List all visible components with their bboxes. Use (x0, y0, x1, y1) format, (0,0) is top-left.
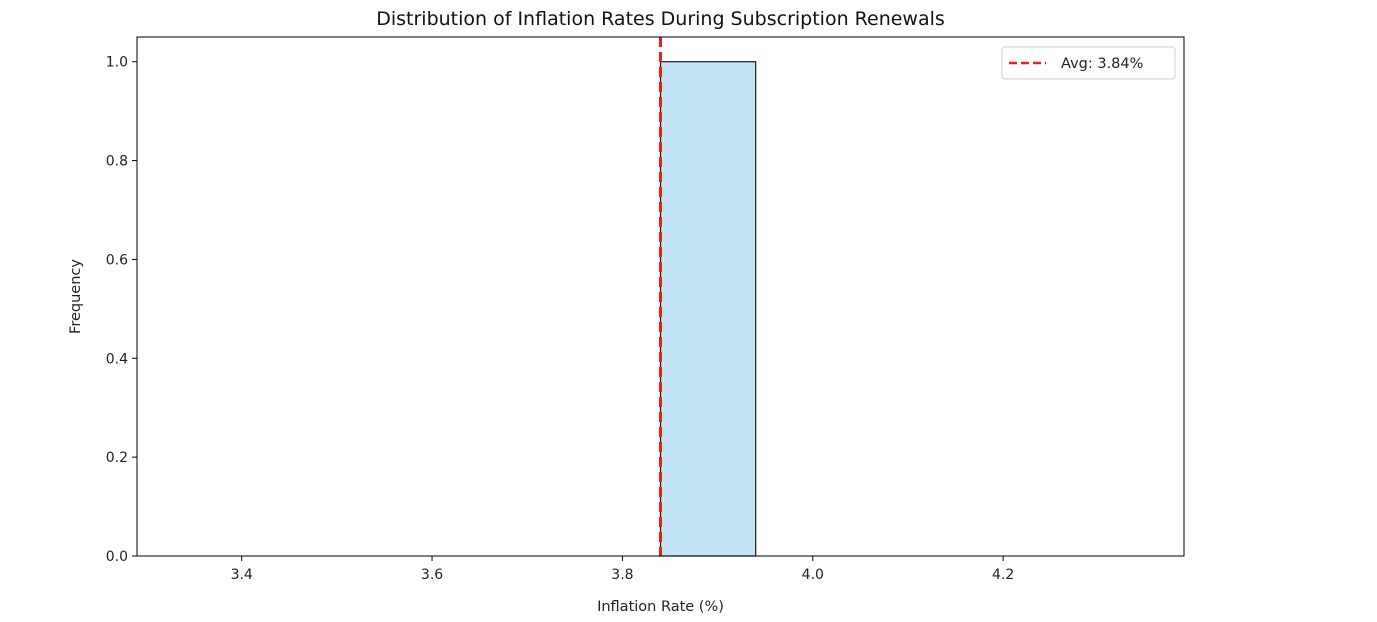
y-tick-label: 0.8 (106, 154, 128, 170)
plot-area-frame (136, 36, 1185, 557)
x-tick-label: 3.4 (231, 567, 253, 583)
y-tick-label: 0.0 (106, 549, 128, 565)
y-axis-label: Frequency (68, 259, 84, 334)
bars-layer (659, 61, 757, 557)
x-axis-ticks: 3.4 3.6 3.8 4.0 4.2 (231, 556, 1014, 583)
chart-title: Distribution of Inflation Rates During S… (376, 8, 945, 30)
y-axis-ticks: 0.0 0.2 0.4 0.6 0.8 1.0 (106, 55, 137, 565)
x-tick-label: 4.0 (802, 567, 824, 583)
legend: Avg: 3.84% (1001, 46, 1176, 80)
legend-box (1001, 46, 1176, 80)
x-tick-label: 3.6 (421, 567, 443, 583)
y-tick-label: 0.6 (106, 252, 128, 268)
histogram-bar-5 (659, 61, 757, 557)
y-tick-label: 1.0 (106, 55, 128, 71)
legend-label-average: Avg: 3.84% (1061, 56, 1143, 72)
y-tick-label: 0.4 (106, 351, 128, 367)
y-tick-label: 0.2 (106, 450, 128, 466)
x-axis-label: Inflation Rate (%) (597, 599, 724, 615)
x-tick-label: 4.2 (992, 567, 1014, 583)
x-tick-label: 3.8 (611, 567, 633, 583)
